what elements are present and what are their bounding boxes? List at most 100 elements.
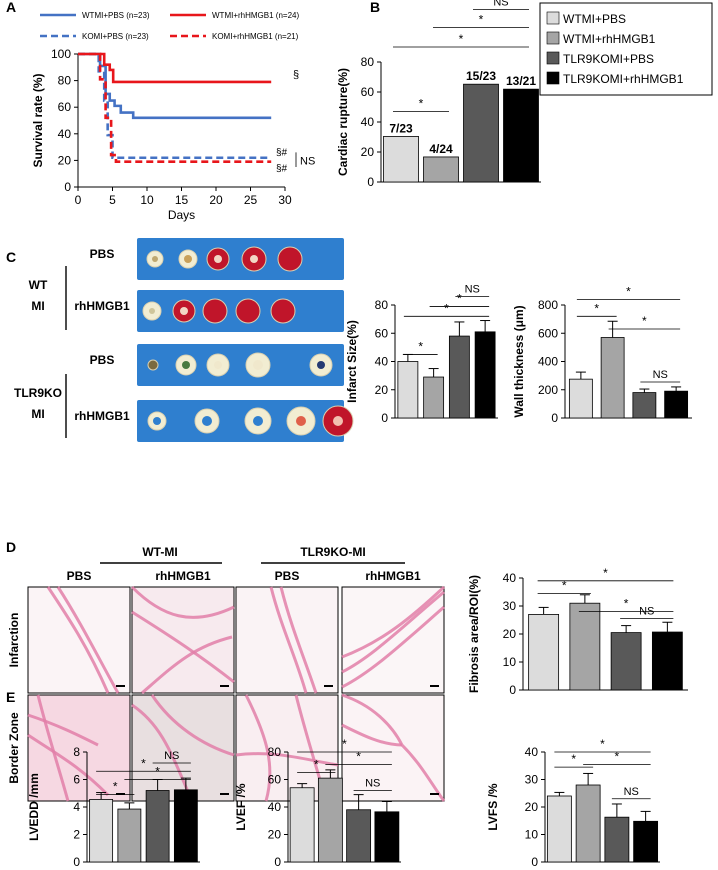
legend-swatch <box>546 31 560 45</box>
bar <box>600 337 625 419</box>
significance-label: * <box>603 566 608 580</box>
bar <box>448 335 470 419</box>
tissue-fiber <box>279 586 318 694</box>
bar <box>474 331 496 419</box>
y-tick-label: 10 <box>525 828 539 842</box>
tissue-plate <box>137 344 344 386</box>
y-tick-label: 20 <box>525 800 539 814</box>
histology-image <box>27 694 131 802</box>
row-label: rhHMGB1 <box>74 299 130 313</box>
legend-label: TLR9KOMI+PBS <box>563 52 654 66</box>
row-label: rhHMGB1 <box>74 409 130 423</box>
bar <box>423 156 459 183</box>
bar <box>546 795 572 863</box>
heart-slice-lumen <box>253 360 263 370</box>
chart-B: 0 20 40 60 80 Cardiac rupture(%) 7/23 4/24 15/23… <box>336 0 541 189</box>
significance-label: * <box>571 752 576 766</box>
y-tick-label: 0 <box>531 855 538 869</box>
tissue-fiber <box>341 605 445 689</box>
y-tick-label: 40 <box>361 115 375 129</box>
heart-slice-lumen <box>333 416 343 426</box>
bar <box>145 790 170 863</box>
significance-label: * <box>113 780 118 794</box>
chart-E_lvef: 0 20 40 60 80 LVEF /% * * * NS <box>234 737 401 869</box>
chart-E_lvedd: 0 2 4 6 8 LVEDD /mm * * * NS <box>27 745 200 869</box>
panel-label-A: A <box>6 0 16 15</box>
y-tick-label: 30 <box>503 599 517 613</box>
significance-label: * <box>600 737 605 751</box>
column-label: rhHMGB1 <box>365 569 421 583</box>
significance-label: NS <box>365 778 380 790</box>
x-tick-label: 10 <box>140 193 154 207</box>
row-label: PBS <box>90 247 115 261</box>
y-tick-label: 20 <box>503 627 517 641</box>
image-frame <box>27 586 131 694</box>
bar-label: 7/23 <box>389 121 413 135</box>
bar <box>633 820 659 863</box>
tissue-fiber <box>269 586 308 694</box>
chart-E_lvfs: 0 10 20 30 40 LVFS /% * * * NS <box>486 737 660 869</box>
scale-bar <box>116 793 125 795</box>
series-line <box>78 52 272 160</box>
y-tick-label: 40 <box>58 127 72 141</box>
bar <box>664 390 689 419</box>
x-tick-label: 30 <box>278 193 292 207</box>
tissue-fiber <box>141 635 233 695</box>
legend-label: TLR9KOMI+rhHMGB1 <box>563 72 684 86</box>
histology-image <box>235 586 339 694</box>
x-tick-label: 5 <box>109 193 116 207</box>
histology-image <box>131 694 235 802</box>
bar <box>610 632 642 691</box>
histology-image <box>130 585 235 695</box>
heart-slice-lumen <box>214 255 222 263</box>
heart-slice-lumen <box>180 307 188 315</box>
y-tick-label: 20 <box>58 153 72 167</box>
significance-label: * <box>444 301 449 315</box>
significance-label: NS <box>624 786 639 798</box>
tissue-fiber <box>235 752 339 767</box>
y-tick-label: 0 <box>64 180 71 194</box>
scale-bar <box>220 685 229 687</box>
y-tick-label: 0 <box>509 683 516 697</box>
y-axis-label: Infarct Size(%) <box>345 320 359 403</box>
y-tick-label: 8 <box>73 745 80 759</box>
y-axis-label: LVEF /% <box>234 783 248 830</box>
column-label: PBS <box>67 569 92 583</box>
group-label: MI <box>31 299 44 313</box>
chart-D_fibrosis: 0 10 20 30 40 Fibrosis area/ROI(%) * * * NS <box>467 566 688 697</box>
panel-label-D: D <box>6 539 16 555</box>
bar-label: 4/24 <box>429 142 453 156</box>
annotation-section-hash: §# <box>276 164 288 175</box>
annotation-section-hash: §# <box>276 148 288 159</box>
bar <box>383 135 419 183</box>
y-axis-label: LVFS /% <box>486 783 500 830</box>
heart-slice-lumen <box>182 361 190 369</box>
chart-survival: 0 20 40 60 80 100 0 5 10 15 20 25 30 Days Survival rat… <box>31 11 315 222</box>
bar <box>568 378 593 419</box>
legend-B: WTMI+PBS WTMI+rhHMGB1 TLR9KOMI+PBS TLR9KOMI… <box>539 2 713 96</box>
y-tick-label: 400 <box>538 355 558 369</box>
heart-slice-lumen <box>184 255 192 263</box>
y-tick-label: 20 <box>268 828 282 842</box>
y-tick-label: 80 <box>268 745 282 759</box>
bar-label: 15/23 <box>466 69 496 83</box>
y-tick-label: 80 <box>361 55 375 69</box>
y-tick-label: 30 <box>525 773 539 787</box>
y-axis-label: Fibrosis area/ROI(%) <box>467 575 481 693</box>
tissue-fiber <box>244 694 272 802</box>
x-tick-label: 25 <box>244 193 258 207</box>
heart-slice-lumen <box>202 416 212 426</box>
significance-label: * <box>314 758 319 772</box>
tissue-fiber <box>27 733 110 797</box>
legend-label: WTMI+rhHMGB1 (n=24) <box>212 11 299 20</box>
significance-label: * <box>418 339 423 353</box>
y-axis-label: Wall thickness (μm) <box>512 305 526 417</box>
heart-slice-lumen <box>153 417 161 425</box>
heart-slice <box>147 359 159 371</box>
y-tick-label: 800 <box>538 298 558 312</box>
y-tick-label: 60 <box>268 773 282 787</box>
significance-label: NS <box>639 606 654 618</box>
bar <box>632 392 657 419</box>
